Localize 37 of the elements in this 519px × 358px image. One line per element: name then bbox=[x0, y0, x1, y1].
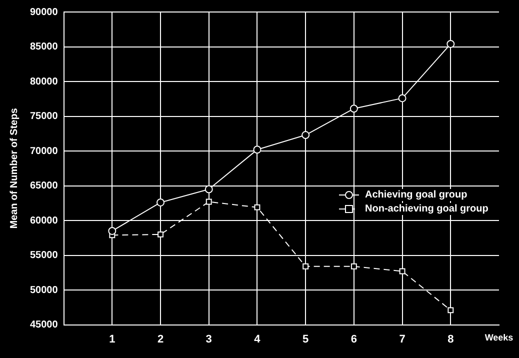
point bbox=[254, 204, 260, 210]
point bbox=[446, 40, 455, 48]
x-tick-label: 3 bbox=[206, 333, 212, 346]
x-tick-label: 6 bbox=[350, 333, 357, 346]
y-tick-label: 55000 bbox=[30, 250, 58, 262]
point bbox=[448, 307, 454, 314]
legend-label: Achieving goal group bbox=[365, 190, 468, 201]
point bbox=[158, 231, 164, 238]
y-tick-label: 50000 bbox=[30, 284, 58, 296]
y-tick-label: 65000 bbox=[30, 180, 58, 192]
x-axis-title: Weeks bbox=[484, 332, 514, 342]
point bbox=[350, 104, 358, 113]
x-tick-label: 2 bbox=[157, 333, 164, 346]
point bbox=[206, 198, 212, 205]
point bbox=[108, 226, 116, 235]
point bbox=[204, 185, 213, 194]
x-tick-label: 8 bbox=[448, 333, 454, 346]
y-tick-label: 45000 bbox=[30, 320, 58, 331]
point bbox=[398, 94, 406, 102]
point bbox=[156, 198, 165, 206]
point bbox=[302, 131, 310, 140]
y-tick-label: 80000 bbox=[30, 76, 58, 88]
y-tick-label: 60000 bbox=[30, 215, 58, 226]
y-axis-title: Mean of Number of Steps bbox=[8, 108, 20, 229]
x-tick-label: 1 bbox=[109, 333, 116, 346]
y-tick-label: 75000 bbox=[30, 111, 58, 122]
point bbox=[302, 263, 309, 270]
legend-label: Non-achieving goal group bbox=[365, 204, 488, 215]
point bbox=[399, 268, 406, 274]
x-tick-label: 5 bbox=[302, 333, 309, 346]
y-tick-label: 70000 bbox=[30, 146, 58, 157]
x-tick-label: 7 bbox=[399, 333, 406, 346]
point bbox=[350, 263, 357, 270]
y-tick-label: 90000 bbox=[30, 6, 58, 18]
y-tick-label: 85000 bbox=[30, 42, 58, 53]
x-tick-label: 4 bbox=[254, 333, 262, 346]
point bbox=[253, 146, 262, 154]
